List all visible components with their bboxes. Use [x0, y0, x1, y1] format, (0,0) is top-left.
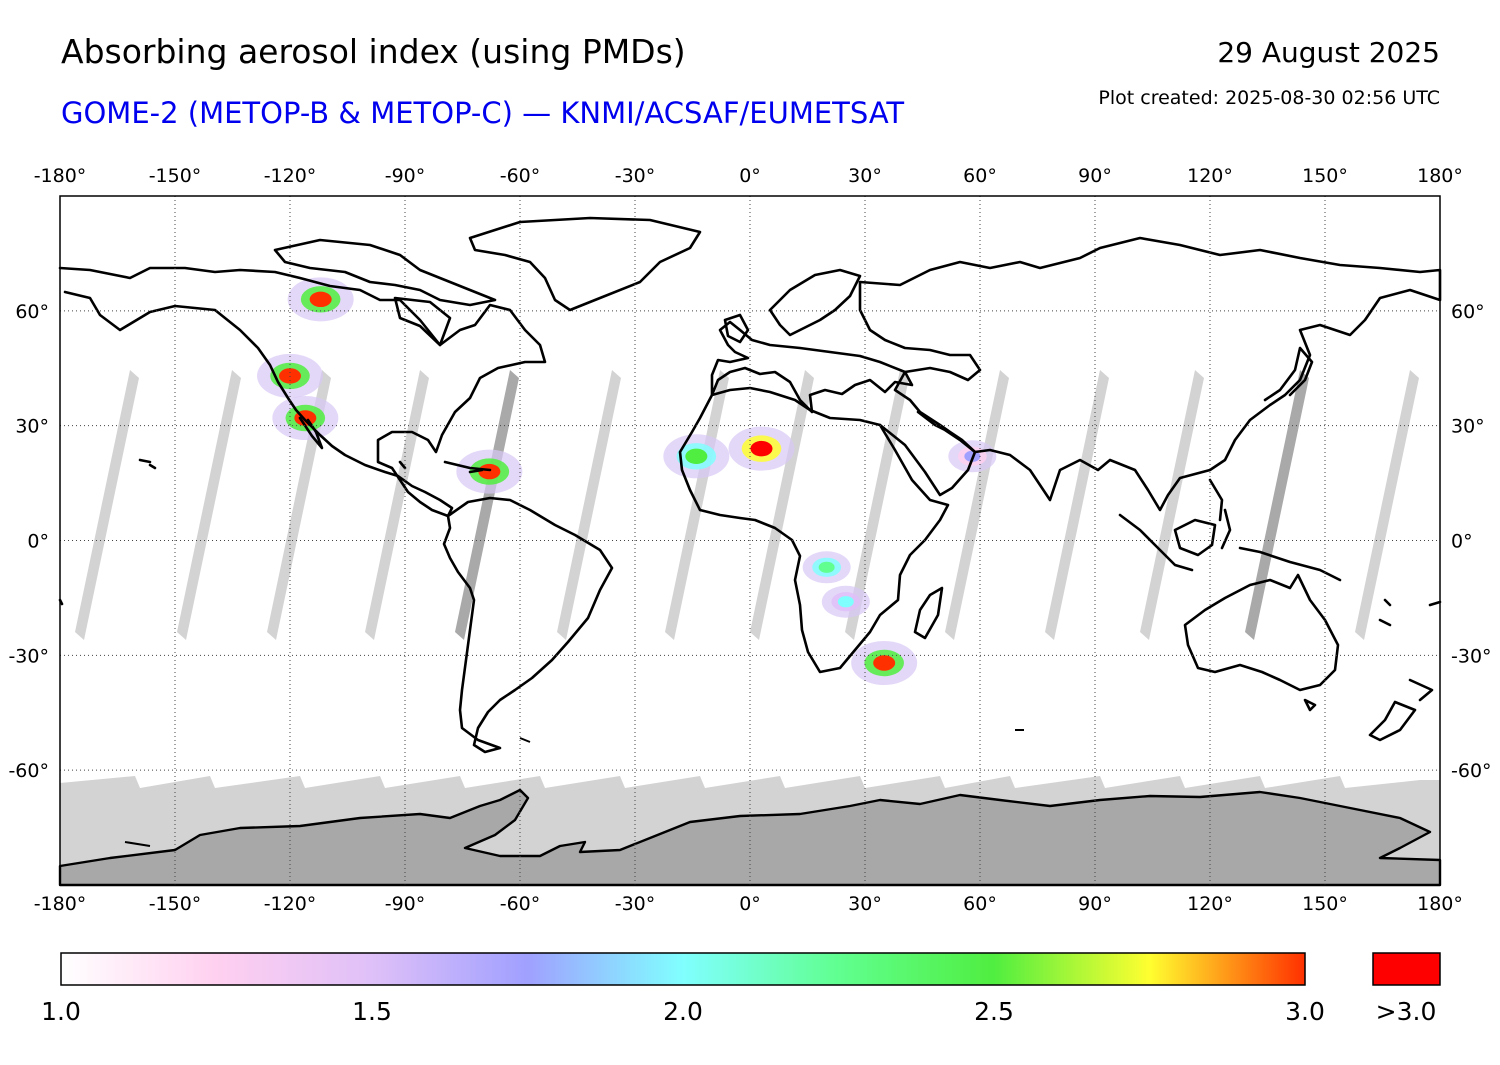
coastline-arctic-islands	[273, 238, 497, 347]
map-subtitle: GOME-2 (METOP-B & METOP-C) — KNMI/ACSAF/…	[61, 96, 905, 130]
no-data-swath-gaps	[75, 370, 1419, 640]
lon-tick-label: 60°	[963, 893, 997, 915]
coastline-baja	[298, 416, 324, 450]
aerosol-index-field	[257, 277, 997, 685]
lon-tick-label: -90°	[385, 165, 426, 187]
coastline-japan	[1263, 346, 1314, 402]
colorbar-tick-label: 1.5	[352, 997, 392, 1026]
coastline-caribbean	[398, 460, 492, 474]
colorbar	[60, 952, 1306, 986]
colorbar-overflow-label: >3.0	[1376, 997, 1437, 1026]
colorbar-tick-label: 2.0	[663, 997, 703, 1026]
aerosol-peak	[478, 463, 501, 480]
coastline-madagascar	[913, 586, 944, 640]
swath-gap-strip	[455, 370, 519, 640]
coastline-pacific-islands	[58, 458, 1442, 627]
swath-gap-strip	[365, 370, 429, 640]
aerosol-peak	[873, 655, 896, 671]
colorbar-tick-label: 1.0	[41, 997, 81, 1026]
lon-tick-label: 0°	[739, 893, 761, 915]
lat-tick-label: 60°	[1451, 301, 1485, 323]
latitude-labels-right: 60° 30° 0° -30° -60°	[1451, 301, 1492, 782]
aerosol-peak	[309, 291, 332, 308]
map-date: 29 August 2025	[1217, 36, 1440, 69]
lon-tick-label: -90°	[385, 893, 426, 915]
aerosol-peak	[837, 596, 854, 608]
lon-tick-label: 180°	[1417, 893, 1463, 915]
coastline-southeast-asia-islands	[1118, 478, 1342, 582]
swath-gap-strip	[1045, 370, 1109, 640]
lon-tick-label: 30°	[848, 893, 882, 915]
lat-tick-label: 0°	[27, 531, 49, 553]
longitude-labels-top: -180° -150° -120° -90° -60° -30° 0° 30° 60° 90° 12…	[34, 165, 1463, 187]
lon-tick-label: -60°	[500, 165, 541, 187]
colorbar-ticks: 1.0 1.5 2.0 2.5 3.0	[41, 997, 1325, 1026]
lon-tick-label: -60°	[500, 893, 541, 915]
swath-gap-strip	[1140, 370, 1204, 640]
lon-tick-label: 180°	[1417, 165, 1463, 187]
antarctica-island-outline	[124, 729, 1024, 847]
lon-tick-label: 30°	[848, 165, 882, 187]
swath-gap-strip	[945, 370, 1009, 640]
lat-tick-label: 60°	[15, 301, 49, 323]
polar-no-data-region	[58, 729, 1442, 887]
lat-tick-label: -60°	[1451, 760, 1492, 782]
lon-tick-label: -150°	[149, 893, 202, 915]
antarctica-landmass	[58, 788, 1442, 887]
swath-gap-strip	[75, 370, 139, 640]
lat-tick-label: 30°	[15, 416, 49, 438]
lat-tick-label: 30°	[1451, 416, 1485, 438]
swath-gap-strip	[750, 370, 814, 640]
longitude-labels-bottom: -180° -150° -120° -90° -60° -30° 0° 30° 60° 90° 12…	[34, 893, 1463, 915]
coastline-new-zealand	[1368, 678, 1434, 742]
map-title: Absorbing aerosol index (using PMDs)	[61, 32, 686, 71]
lat-tick-label: 0°	[1451, 531, 1473, 553]
map-frame	[59, 195, 1441, 886]
coastline-greenland	[468, 216, 702, 312]
lon-tick-label: -120°	[264, 893, 317, 915]
graticule	[60, 196, 1440, 885]
coastline-europe	[710, 320, 914, 414]
coastline-north-america	[58, 266, 547, 518]
aerosol-peak	[750, 440, 773, 457]
lon-tick-label: -180°	[34, 165, 87, 187]
swath-gap-strip	[845, 370, 909, 640]
lat-tick-label: -30°	[1451, 645, 1492, 667]
lat-tick-label: -60°	[8, 760, 49, 782]
lon-tick-label: 60°	[963, 165, 997, 187]
aerosol-peak	[818, 561, 835, 573]
coastline-scandinavia	[723, 268, 862, 344]
latitude-labels-left: 60° 30° 0° -30° -60°	[8, 301, 49, 782]
coastline-arabia	[878, 410, 977, 497]
coastline-australia	[1183, 573, 1340, 712]
swath-gap-strip	[1245, 370, 1309, 640]
coastline-asia	[858, 236, 1442, 512]
lat-tick-label: -30°	[8, 645, 49, 667]
aerosol-peak	[685, 448, 708, 464]
lon-tick-label: -120°	[264, 165, 317, 187]
lon-tick-label: 150°	[1302, 165, 1348, 187]
lon-tick-label: 90°	[1078, 893, 1112, 915]
coastlines	[58, 216, 1442, 754]
lon-tick-label: 120°	[1187, 165, 1233, 187]
coastline-africa	[678, 386, 950, 674]
lon-tick-label: 0°	[739, 165, 761, 187]
swath-gap-strip	[1355, 370, 1419, 640]
swath-gap-strip	[557, 370, 621, 640]
lon-tick-label: 120°	[1187, 893, 1233, 915]
colorbar-overflow-swatch	[1372, 952, 1441, 986]
lon-tick-label: -30°	[615, 165, 656, 187]
lon-tick-label: -30°	[615, 893, 656, 915]
aerosol-peak	[279, 368, 301, 384]
plot-created-timestamp: Plot created: 2025-08-30 02:56 UTC	[1098, 87, 1440, 109]
colorbar-tick-label: 3.0	[1285, 997, 1325, 1026]
lon-tick-label: -180°	[34, 893, 87, 915]
coastline-south-america	[442, 496, 614, 754]
colorbar-tick-label: 2.5	[974, 997, 1014, 1026]
lon-tick-label: -150°	[149, 165, 202, 187]
lon-tick-label: 90°	[1078, 165, 1112, 187]
swath-gap-strip	[177, 370, 241, 640]
lon-tick-label: 150°	[1302, 893, 1348, 915]
